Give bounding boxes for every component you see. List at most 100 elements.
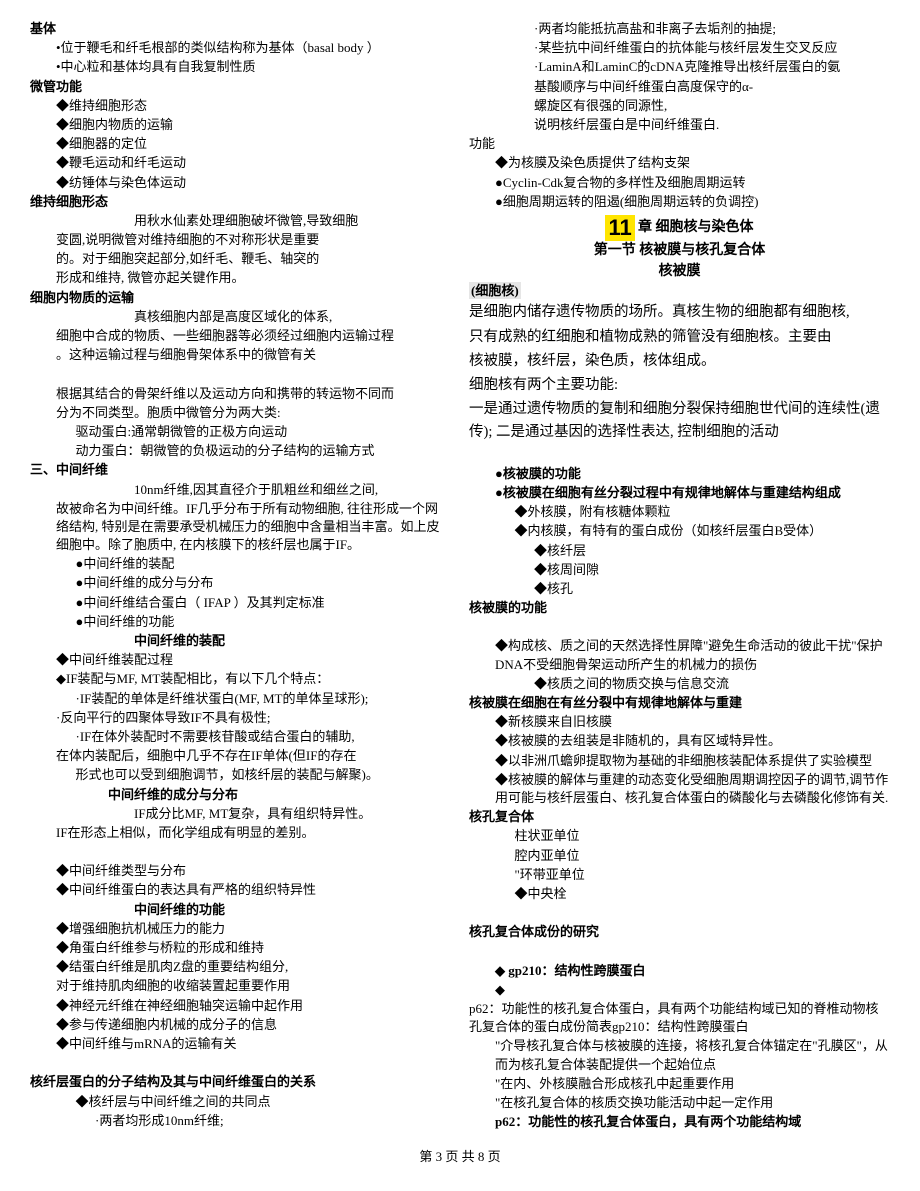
bullet: ◆核被膜的去组装是非随机的，具有区域特异性。 (469, 732, 890, 750)
body-text: 驱动蛋白:通常朝微管的正极方向运动 (30, 423, 451, 441)
bullet: ◆外核膜，附有核糖体颗粒 (469, 503, 890, 521)
bullet: ◆以非洲爪蟾卵提取物为基础的非细胞核装配体系提供了实验模型 (469, 752, 890, 770)
bullet: ◆神经元纤维在神经细胞轴突运输中起作用 (30, 997, 451, 1015)
bullet: ◆IF装配与MF, MT装配相比，有以下几个特点： (30, 670, 451, 688)
bullet: ◆纺锤体与染色体运动 (30, 174, 451, 192)
bullet: ◆核质之间的物质交换与信息交流 (469, 675, 890, 693)
body-text: 细胞核有两个主要功能: (469, 374, 890, 397)
heading-gongneng2: 功能 (469, 135, 890, 153)
heading-hbm: ●核被膜的功能 (469, 465, 890, 483)
bullet: ·IF在体外装配时不需要核苷酸或结合蛋白的辅助, (30, 728, 451, 746)
body-text: 是细胞内储存遗传物质的场所。真核生物的细胞都有细胞核, (469, 301, 890, 324)
bullet: ◆核纤层与中间纤维之间的共同点 (30, 1093, 451, 1111)
bullet: ●中间纤维的成分与分布 (30, 574, 451, 592)
heading-yunshu: 细胞内物质的运输 (30, 289, 451, 307)
bullet: ◆参与传递细胞内机械的成分子的信息 (30, 1016, 451, 1034)
body-text: 动力蛋白：朝微管的负极运动的分子结构的运输方式 (30, 442, 451, 460)
body-text: 螺旋区有很强的同源性, (469, 97, 890, 115)
bullet: "环带亚单位 (469, 866, 890, 884)
body-text: 基酸顺序与中间纤维蛋白高度保守的α- (469, 78, 890, 96)
page-footer: 第 3 页 共 8 页 (30, 1148, 890, 1166)
body-text: "疏水性N端区：可能在核孔复合体 (908, 20, 920, 38)
body-text: 用秋水仙素处理细胞破坏微管,导致细胞 (30, 212, 451, 230)
bullet: 柱状亚单位 (469, 827, 890, 845)
bullet: ●Cyclin-Cdk复合物的多样性及细胞周期运转 (469, 174, 890, 192)
bullet: ◆角蛋白纤维参与桥粒的形成和维持 (30, 939, 451, 957)
body-text: "在内、外核膜融合形成核孔中起重要作用 (469, 1075, 890, 1093)
bullet: ◆核纤层 (469, 542, 890, 560)
body-text: 的。对于细胞突起部分,如纤毛、鞭毛、轴突的 (30, 250, 451, 268)
section-subtitle: 核被膜 (469, 262, 890, 282)
heading-zhongjian: 三、中间纤维 (30, 461, 451, 479)
chapter-number: 11 (605, 215, 634, 241)
body-text: 变圆,说明微管对维持细胞的不对称形状是重要 (30, 231, 451, 249)
bullet: ◆内核膜，有特有的蛋白成份（如核纤层蛋白B受体） (469, 522, 890, 540)
body-text: 对于维持肌肉细胞的收缩装置起重要作用 (30, 977, 451, 995)
body-text: 说明核纤层蛋白是中间纤维蛋白. (469, 116, 890, 134)
bullet: •位于鞭毛和纤毛根部的类似结构称为基体（basal body ） (30, 39, 451, 57)
body-text: 只有成熟的红细胞和植物成熟的筛管没有细胞核。主要由 (469, 326, 890, 349)
bullet: ◆中间纤维蛋白的表达具有严格的组织特异性 (30, 881, 451, 899)
bullet: ◆维持细胞形态 (30, 97, 451, 115)
body-text: 细胞中合成的物质、一些细胞器等必须经过细胞内运输过程 (30, 327, 451, 345)
body-text: p62：功能性的核孔复合体蛋白，具有两个功能结构域已知的脊椎动物核孔复合体的蛋白… (469, 1000, 890, 1036)
body-text: 。这种运输过程与细胞骨架体系中的微管有关 (30, 346, 451, 364)
bullet: ◆为核膜及染色质提供了结构支架 (469, 154, 890, 172)
gp210: ◆ gp210：结构性跨膜蛋白 (469, 962, 890, 980)
page-content: 基体 •位于鞭毛和纤毛根部的类似结构称为基体（basal body ） •中心粒… (30, 20, 890, 1140)
body-text: IF在形态上相似，而化学组成有明显的差别。 (30, 824, 451, 842)
bullet: ◆细胞内物质的运输 (30, 116, 451, 134)
body-text: 形成和维持, 微管亦起关键作用。 (30, 269, 451, 287)
bullet: ◆结蛋白纤维是肌肉Z盘的重要结构组分, (30, 958, 451, 976)
heading-hexian: 核纤层蛋白的分子结构及其与中间纤维蛋白的关系 (30, 1073, 451, 1091)
bullet: ●中间纤维的功能 (30, 613, 451, 631)
bullet: ◆中间纤维装配过程 (30, 651, 451, 669)
heading-hkfht: 核孔复合体 (469, 808, 890, 826)
heading-weichi: 维持细胞形态 (30, 193, 451, 211)
heading-weiguan: 微管功能 (30, 78, 451, 96)
section-title: 第一节 核被膜与核孔复合体 (469, 241, 890, 261)
bullet: ◆鞭毛运动和纤毛运动 (30, 154, 451, 172)
body-text: 核被膜，核纤层，染色质，核体组成。 (469, 350, 890, 373)
body-text: "在核孔复合体的核质交换功能活动中起一定作用 (469, 1094, 890, 1112)
bullet: ◆中央栓 (469, 885, 890, 903)
body-text: 一是通过遗传物质的复制和细胞分裂保持细胞世代间的连续性(遗传); 二是通过基因的… (469, 398, 890, 444)
heading-jiechi: 核被膜在细胞在有丝分裂中有规律地解体与重建 (469, 694, 890, 712)
body-text: 故被命名为中间纤维。IF几乎分布于所有动物细胞, 往往形成一个网络结构, 特别是… (30, 500, 451, 555)
bullet: ●细胞周期运转的阻遏(细胞周期运转的负调控) (469, 193, 890, 211)
body-text: 10nm纤维,因其直径介于肌粗丝和细丝之间, (30, 481, 451, 499)
bullet: 腔内亚单位 (469, 847, 890, 865)
bullet: ◆细胞器的定位 (30, 135, 451, 153)
p62-heading: p62：功能性的核孔复合体蛋白，具有两个功能结构域 (469, 1113, 890, 1131)
bullet: ·IF装配的单体是纤维状蛋白(MF, MT的单体呈球形); (30, 690, 451, 708)
bullet: ·两者均能抵抗高盐和非离子去垢剂的抽提; (469, 20, 890, 38)
bullet: ●中间纤维的装配 (30, 555, 451, 573)
bullet: ◆核周间隙 (469, 561, 890, 579)
heading-hbmgn: 核被膜的功能 (469, 599, 890, 617)
bullet: ◆ (469, 981, 890, 999)
bullet: ◆构成核、质之间的天然选择性屏障"避免生命活动的彼此干扰"保护DNA不受细胞骨架… (469, 637, 890, 673)
heading-gongneng: 中间纤维的功能 (30, 901, 451, 919)
bullet: ◆新核膜来自旧核膜 (469, 713, 890, 731)
body-text: 在体内装配后，细胞中几乎不存在IF单体(但IF的存在 (30, 747, 451, 765)
heading-hkyj: 核孔复合体成份的研究 (469, 923, 890, 941)
heading-zhuangpei: 中间纤维的装配 (30, 632, 451, 650)
bullet: •中心粒和基体均具有自我复制性质 (30, 58, 451, 76)
bullet: ·两者均形成10nm纤维; (30, 1112, 451, 1130)
heading-chengfen: 中间纤维的成分与分布 (30, 786, 451, 804)
body-text: 分为不同类型。胞质中微管分为两大类: (30, 404, 451, 422)
bullet: ◆中间纤维与mRNA的运输有关 (30, 1035, 451, 1053)
bullet: ●中间纤维结合蛋白（ IFAP ）及其判定标准 (30, 594, 451, 612)
highlight-cell-nucleus: (细胞核) (469, 282, 890, 300)
body-text: 根据其结合的骨架纤维以及运动方向和携带的转运物不同而 (30, 385, 451, 403)
body-text: "介导核孔复合体与核被膜的连接，将核孔复合体锚定在"孔膜区"，从而为核孔复合体装… (469, 1037, 890, 1073)
body-text: 形式也可以受到细胞调节，如核纤层的装配与解聚)。 (30, 766, 451, 784)
heading-hbm2: ●核被膜在细胞有丝分裂过程中有规律地解体与重建结构组成 (469, 484, 890, 502)
chapter-title: 章 细胞核与染色体 (638, 220, 754, 235)
body-text: 真核细胞内部是高度区域化的体系, (30, 308, 451, 326)
bullet: ◆中间纤维类型与分布 (30, 862, 451, 880)
bullet: ◆核孔 (469, 580, 890, 598)
bullet: ◆增强细胞抗机械压力的能力 (30, 920, 451, 938)
heading-jiti: 基体 (30, 20, 451, 38)
body-text: IF成分比MF, MT复杂，具有组织特异性。 (30, 805, 451, 823)
